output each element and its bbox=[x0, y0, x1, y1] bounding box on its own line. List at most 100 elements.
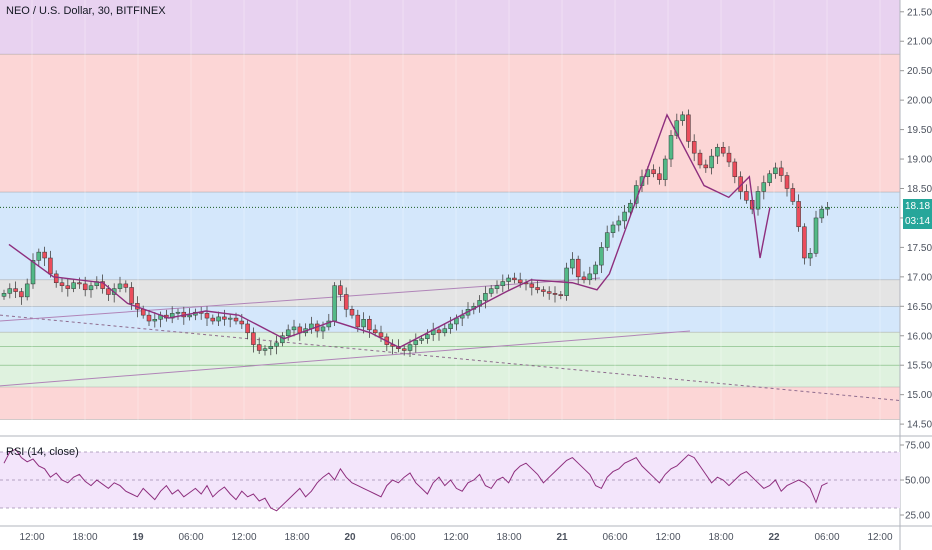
time-tick-label: 12:00 bbox=[655, 532, 680, 543]
time-tick-label: 06:00 bbox=[602, 532, 627, 543]
candle-body bbox=[773, 167, 778, 175]
rsi-tick-label: 25.00 bbox=[905, 511, 930, 522]
candle-body bbox=[216, 316, 221, 322]
candle-body bbox=[268, 346, 274, 349]
candle-body bbox=[401, 348, 407, 351]
price-tick-label: 17.50 bbox=[907, 243, 932, 254]
candle-body bbox=[755, 191, 761, 210]
symbol-title: NEO / U.S. Dollar, 30, BITFINEX bbox=[6, 5, 166, 17]
candle-body bbox=[744, 191, 749, 201]
candle-body bbox=[622, 211, 627, 222]
candle-body bbox=[570, 258, 575, 269]
price-tick-label: 19.00 bbox=[907, 155, 932, 166]
candle-body bbox=[129, 287, 134, 304]
candle-body bbox=[483, 293, 488, 301]
zigzag-pattern bbox=[8, 113, 771, 349]
candle-body bbox=[674, 120, 680, 136]
candle-body bbox=[152, 319, 158, 322]
candle-body bbox=[262, 348, 268, 351]
candle-body bbox=[332, 285, 337, 322]
candle-body bbox=[204, 313, 210, 319]
candle-body bbox=[575, 258, 581, 278]
time-tick-label: 19 bbox=[132, 532, 144, 543]
price-tick-label: 19.50 bbox=[907, 125, 932, 136]
candle-body bbox=[106, 288, 111, 295]
candle-body bbox=[378, 332, 384, 338]
candle-body bbox=[65, 285, 71, 289]
candle-body bbox=[274, 342, 279, 347]
candle-body bbox=[581, 276, 587, 281]
candle-body bbox=[529, 283, 535, 288]
candle-body bbox=[30, 260, 36, 285]
candle-body bbox=[372, 329, 378, 334]
candle-body bbox=[599, 247, 604, 266]
candle-body bbox=[657, 173, 662, 180]
candle-body bbox=[610, 224, 616, 233]
candle-body bbox=[546, 291, 552, 294]
candle-body bbox=[732, 161, 738, 177]
zone-red bbox=[0, 387, 900, 420]
price-tick-label: 15.00 bbox=[907, 390, 932, 401]
candle-body bbox=[53, 273, 59, 283]
candle-body bbox=[233, 317, 239, 322]
dashed-trendline bbox=[0, 314, 901, 402]
time-tick-label: 06:00 bbox=[178, 532, 203, 543]
candle-body bbox=[680, 114, 685, 122]
time-tick-label: 06:00 bbox=[390, 532, 415, 543]
candle-body bbox=[767, 173, 772, 183]
candle-body bbox=[256, 344, 262, 351]
candle-body bbox=[436, 329, 442, 334]
price-tick-label: 20.00 bbox=[907, 96, 932, 107]
candle-body bbox=[82, 283, 88, 291]
candle-body bbox=[187, 314, 192, 318]
candle-body bbox=[42, 251, 47, 259]
price-tick-label: 20.50 bbox=[907, 66, 932, 77]
trendline-upper bbox=[0, 277, 601, 322]
candle-body bbox=[686, 114, 691, 142]
zone-green bbox=[0, 332, 900, 387]
candle-body bbox=[251, 332, 256, 345]
price-tick-label: 16.00 bbox=[907, 331, 932, 342]
countdown-tag: 03:14 bbox=[903, 214, 932, 230]
rsi-line bbox=[3, 448, 828, 512]
rsi-tick-label: 75.00 bbox=[905, 441, 930, 452]
candle-body bbox=[1, 293, 7, 297]
rsi-title: RSI (14, close) bbox=[6, 446, 79, 458]
time-tick-label: 18:00 bbox=[708, 532, 733, 543]
candle-body bbox=[662, 158, 668, 180]
candle-body bbox=[338, 285, 343, 295]
time-tick-label: 12:00 bbox=[867, 532, 892, 543]
price-tick-label: 15.50 bbox=[907, 361, 932, 372]
time-tick-label: 20 bbox=[344, 532, 356, 543]
candle-body bbox=[13, 288, 18, 292]
time-tick-label: 12:00 bbox=[19, 532, 44, 543]
candle-body bbox=[24, 283, 30, 298]
time-tick-label: 21 bbox=[556, 532, 568, 543]
price-tick-label: 17.00 bbox=[907, 272, 932, 283]
candle-body bbox=[558, 294, 564, 296]
candle-body bbox=[413, 340, 419, 345]
candle-body bbox=[320, 326, 326, 332]
candle-body bbox=[175, 311, 181, 314]
candle-body bbox=[494, 285, 500, 289]
last-price-tag: 18.18 bbox=[903, 199, 932, 215]
candle-body bbox=[88, 285, 94, 291]
candle-body bbox=[7, 288, 13, 294]
candle-body bbox=[349, 308, 355, 316]
candle-body bbox=[227, 317, 233, 320]
candle-body bbox=[285, 329, 291, 337]
zone-purple bbox=[0, 0, 900, 55]
candle-body bbox=[703, 164, 709, 169]
candle-body bbox=[367, 319, 372, 331]
candle-body bbox=[36, 251, 42, 261]
candle-body bbox=[500, 281, 506, 286]
candle-body bbox=[761, 182, 767, 192]
candle-body bbox=[442, 328, 448, 334]
candle-body bbox=[552, 293, 558, 295]
time-tick-label: 06:00 bbox=[814, 532, 839, 543]
candle-body bbox=[651, 169, 656, 175]
candle-body bbox=[726, 152, 732, 163]
time-tick-label: 18:00 bbox=[284, 532, 309, 543]
price-tick-label: 21.00 bbox=[907, 37, 932, 48]
